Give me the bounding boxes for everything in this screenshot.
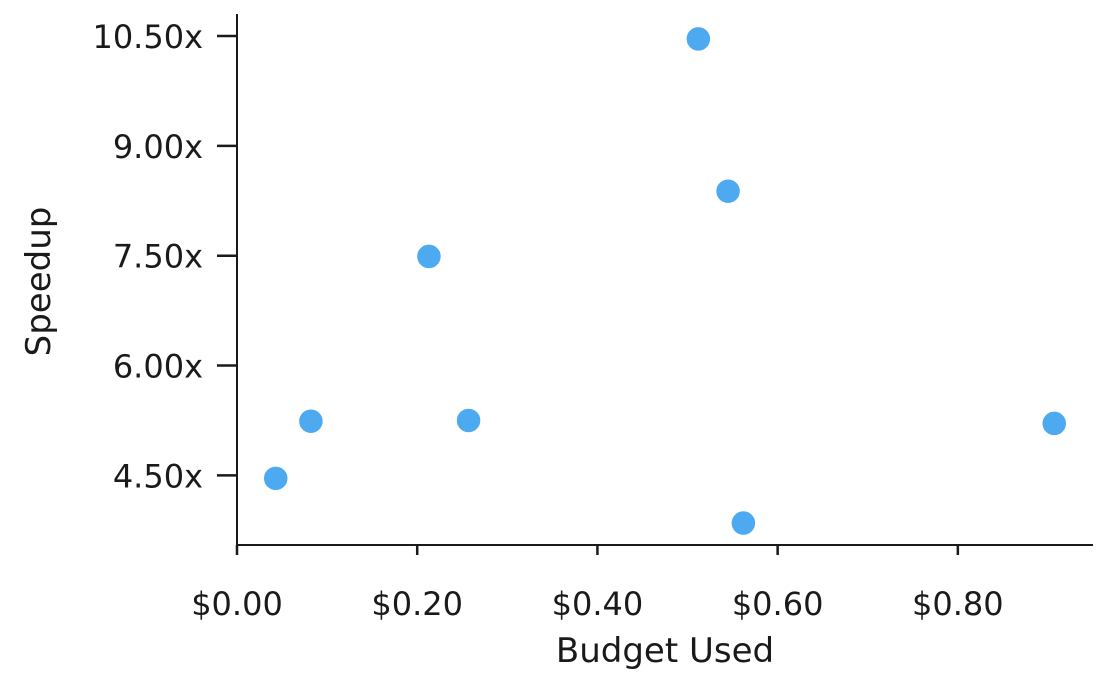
x-axis-ticks: $0.00 $0.20 $0.40 $0.60 $0.80 xyxy=(191,545,1004,623)
y-tick-label: 4.50x xyxy=(113,457,203,495)
x-tick-label: $0.60 xyxy=(732,585,824,623)
data-point xyxy=(415,243,443,270)
data-point xyxy=(455,407,482,434)
y-tick-label: 10.50x xyxy=(92,18,203,56)
data-point xyxy=(1041,410,1068,437)
x-tick-label: $0.20 xyxy=(371,585,463,623)
data-point xyxy=(297,407,325,435)
data-point xyxy=(685,25,712,53)
plot-area xyxy=(262,25,1068,537)
y-tick-label: 6.00x xyxy=(113,348,203,386)
y-axis-title: Speedup xyxy=(19,207,59,357)
data-point xyxy=(730,509,757,537)
y-axis-ticks: 4.50x 6.00x 7.50x 9.00x 10.50x xyxy=(92,18,237,495)
x-tick-label: $0.80 xyxy=(912,585,1004,623)
y-tick-label: 9.00x xyxy=(113,128,203,166)
x-tick-label: $0.40 xyxy=(552,585,644,623)
y-tick-label: 7.50x xyxy=(113,238,203,276)
x-axis-title: Budget Used xyxy=(556,631,774,671)
x-tick-label: $0.00 xyxy=(191,585,283,623)
data-point xyxy=(262,465,289,492)
data-point xyxy=(714,177,742,205)
